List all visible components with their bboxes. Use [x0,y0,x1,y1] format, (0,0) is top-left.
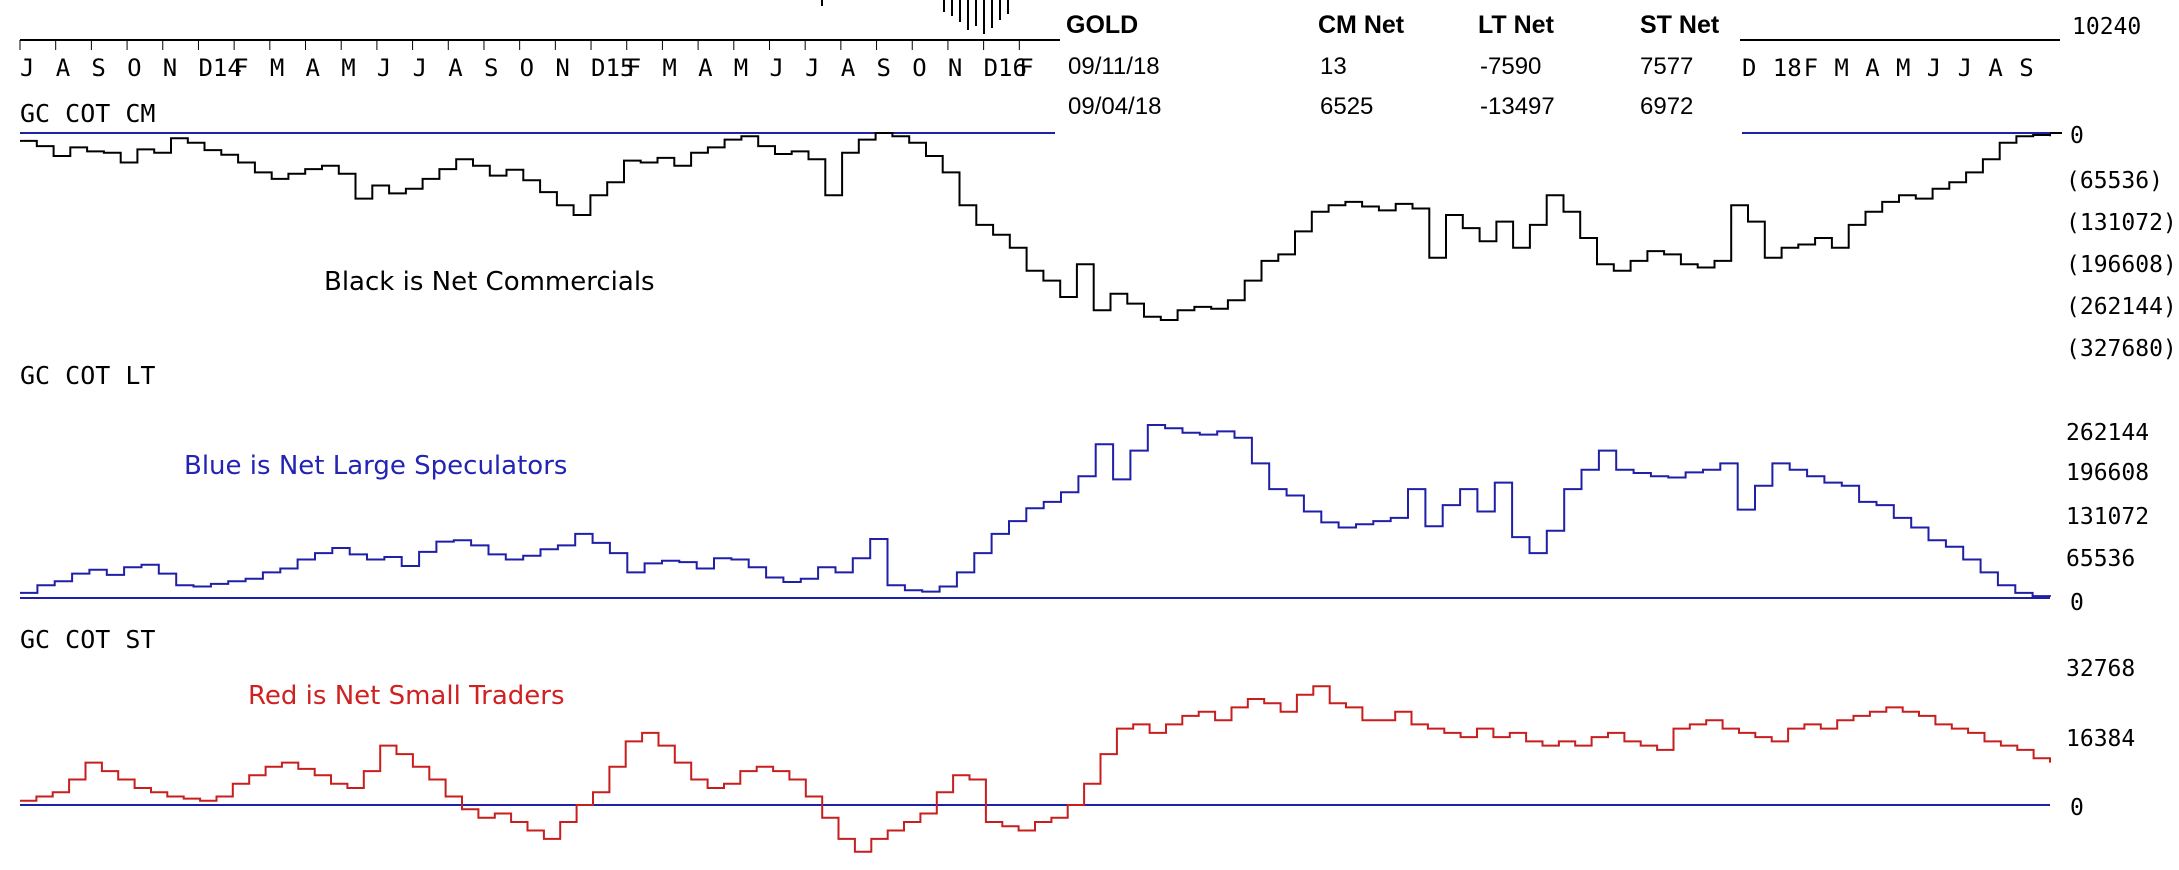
panel-lt-title: GC COT LT [20,361,155,390]
month-label: A [306,54,321,82]
panel-cm: GC COT CM Black is Net Commercials 0 (65… [20,99,2177,362]
cot-table: GOLD CM Net LT Net ST Net 09/11/18 13 -7… [1062,0,1738,120]
cm-ylabel-5: (327680) [2066,336,2177,362]
st-annotation: Red is Net Small Traders [248,681,565,711]
panel-st-title: GC COT ST [20,625,155,654]
table-row-1-cm: 6525 [1320,93,1373,120]
month-label: O [127,54,141,82]
month-label: N [163,54,177,82]
price-ticks [821,0,1009,34]
month-label: J [1958,54,1972,82]
panel-lt: GC COT LT Blue is Net Large Speculators … [20,361,2149,616]
st-ylabel-2: 0 [2070,795,2084,821]
table-row-0-date: 09/11/18 [1068,53,1160,80]
lt-ylabel-1: 196608 [2066,460,2149,486]
month-label: S [877,54,891,82]
table-row-0-cm: 13 [1320,53,1347,80]
table-row-0-lt: -7590 [1480,53,1541,80]
month-label: J [805,54,819,82]
cm-ylabel-0: 0 [2070,123,2084,149]
st-ylabel-1: 16384 [2066,726,2135,752]
lt-ylabel-2: 131072 [2066,504,2149,530]
table-header-gold: GOLD [1066,11,1138,39]
month-label: M [1896,54,1910,82]
st-series-line [20,685,2051,853]
table-header-st: ST Net [1640,11,1720,39]
month-label: O [912,54,926,82]
lt-ylabel-0: 262144 [2066,420,2149,446]
cm-ylabel-3: (196608) [2066,252,2177,278]
month-label: M [270,54,284,82]
month-label: A [1988,54,2003,82]
month-label: M [341,54,355,82]
month-label: J [769,54,783,82]
lt-ylabel-3: 65536 [2066,546,2135,572]
month-label: F [1804,54,1818,82]
panel-cm-title: GC COT CM [20,99,155,128]
month-label: M [734,54,748,82]
cm-ylabel-1: (65536) [2066,168,2163,194]
month-label: A [841,54,856,82]
month-labels-right: D 18 F M A M J J A S [1742,54,2034,82]
month-label: A [698,54,713,82]
month-label: J [413,54,427,82]
month-label: J [20,54,34,82]
month-label: F [627,54,641,82]
month-label: F [1019,54,1033,82]
month-label: D14 [198,54,241,82]
month-label: S [91,54,105,82]
month-label: F [234,54,248,82]
month-label: M [662,54,676,82]
table-header-cm: CM Net [1318,11,1405,39]
month-label: A [56,54,71,82]
lt-series-line [20,424,2051,598]
cm-series-line [20,132,2051,321]
month-label: D16 [984,54,1027,82]
table-row-1-st: 6972 [1640,93,1693,120]
table-row-0-st: 7577 [1640,53,1693,80]
table-row-1-date: 09/04/18 [1068,93,1161,120]
table-header-lt: LT Net [1478,11,1555,39]
cm-ylabel-4: (262144) [2066,294,2177,320]
month-label: S [484,54,498,82]
month-label: D [1742,54,1756,82]
month-label: O [520,54,534,82]
lt-ylabel-4: 0 [2070,590,2084,616]
month-label: J [377,54,391,82]
table-row-1-lt: -13497 [1480,93,1555,120]
st-ylabel-0: 32768 [2066,656,2135,682]
month-label: M [1834,54,1848,82]
month-label: N [555,54,569,82]
cm-ylabel-2: (131072) [2066,210,2177,236]
month-label: S [2019,54,2033,82]
cm-annotation: Black is Net Commercials [324,267,655,297]
month-label: J [1927,54,1941,82]
top-right-value: 10240 [2072,14,2141,40]
month-label: A [448,54,463,82]
table-background [1062,0,1738,120]
panel-st: GC COT ST Red is Net Small Traders 32768… [20,625,2135,853]
month-label: D15 [591,54,634,82]
month-ticks [19,40,1020,50]
month-label: N [948,54,962,82]
month-label: 18 [1773,54,1802,82]
lt-annotation: Blue is Net Large Speculators [184,451,567,481]
month-label: A [1865,54,1880,82]
